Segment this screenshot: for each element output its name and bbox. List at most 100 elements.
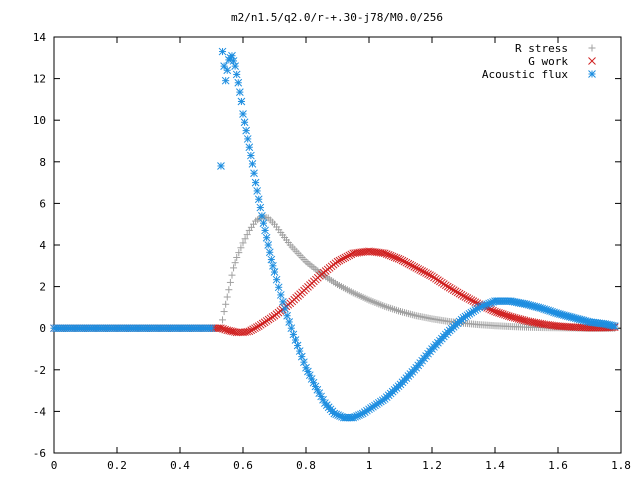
data-point <box>219 325 227 333</box>
x-tick-label: 0 <box>51 459 58 472</box>
data-point <box>489 306 497 315</box>
data-point <box>222 300 230 308</box>
data-point <box>459 292 468 300</box>
data-point <box>471 298 480 307</box>
data-point <box>384 251 393 259</box>
data-point <box>388 252 397 261</box>
data-point <box>426 271 434 280</box>
data-point <box>610 322 619 330</box>
data-point <box>256 203 265 212</box>
data-point <box>253 187 262 195</box>
data-point <box>335 256 344 265</box>
legend-label: Acoustic flux <box>482 68 568 81</box>
data-point <box>274 283 283 292</box>
legend-marker <box>588 70 596 78</box>
data-point <box>445 283 454 292</box>
data-point <box>217 162 225 170</box>
data-point <box>250 169 258 178</box>
data-point <box>220 62 228 70</box>
data-point <box>240 118 249 127</box>
data-point <box>402 258 411 267</box>
data-point <box>245 143 254 152</box>
x-tick-label: 1.6 <box>548 459 568 472</box>
legend-label: R stress <box>515 42 568 55</box>
data-point <box>400 257 409 266</box>
x-tick-label: 1.8 <box>611 459 631 472</box>
series-2 <box>50 247 619 337</box>
data-point <box>241 235 249 243</box>
data-point <box>251 324 259 333</box>
data-point <box>239 239 247 247</box>
data-point <box>416 266 425 274</box>
y-tick-label: 2 <box>39 281 46 294</box>
data-point <box>243 231 251 239</box>
data-point <box>412 264 421 272</box>
data-point <box>418 267 427 275</box>
series-1 <box>50 213 619 332</box>
data-point <box>237 97 246 106</box>
series-layer <box>50 47 619 422</box>
x-tick-label: 0.4 <box>170 459 190 472</box>
data-point <box>223 66 232 75</box>
y-tick-label: -4 <box>33 405 47 418</box>
data-point <box>225 286 233 294</box>
data-point <box>380 249 389 258</box>
data-point <box>269 261 277 270</box>
data-point <box>469 297 478 306</box>
data-point <box>230 264 238 272</box>
data-point <box>283 311 291 320</box>
data-point <box>487 305 495 314</box>
data-point <box>341 253 350 262</box>
y-tick-label: -2 <box>33 364 46 377</box>
data-point <box>233 253 241 261</box>
data-point <box>228 271 236 279</box>
data-point <box>392 254 401 262</box>
data-point <box>218 47 227 56</box>
data-point <box>406 260 415 269</box>
data-point <box>333 257 342 266</box>
data-point <box>254 195 263 204</box>
data-point <box>237 244 245 252</box>
data-point <box>251 178 260 187</box>
data-point <box>235 249 243 257</box>
data-point <box>363 247 371 256</box>
x-tick-label: 0.8 <box>296 459 316 472</box>
data-point <box>455 289 464 298</box>
data-point <box>248 160 257 168</box>
y-tick-label: -6 <box>33 447 46 460</box>
data-point <box>408 261 417 270</box>
data-point <box>243 327 252 336</box>
data-point <box>447 285 456 293</box>
data-point <box>285 318 294 326</box>
data-point <box>396 255 405 264</box>
plot-frame <box>53 36 622 454</box>
data-point <box>424 270 432 278</box>
data-point <box>231 62 239 70</box>
data-point <box>279 297 287 306</box>
data-point <box>465 295 474 303</box>
data-point <box>343 252 352 261</box>
data-point <box>404 259 413 268</box>
y-tick-label: 8 <box>39 156 46 169</box>
data-point <box>386 251 395 260</box>
y-tick-label: 12 <box>33 73 46 86</box>
data-point <box>463 294 472 302</box>
data-point <box>219 316 227 324</box>
y-tick-label: 14 <box>33 31 47 44</box>
y-tick-label: 6 <box>39 197 46 210</box>
data-point <box>467 296 476 304</box>
data-point <box>207 324 216 333</box>
data-point <box>453 288 462 297</box>
data-point <box>253 323 261 332</box>
data-point <box>272 275 281 284</box>
data-point <box>211 324 220 333</box>
data-point <box>226 278 234 286</box>
data-point <box>339 254 348 263</box>
data-point <box>420 268 428 276</box>
data-point <box>267 255 276 264</box>
data-point <box>414 265 423 273</box>
data-point <box>345 251 354 260</box>
data-point <box>223 293 231 301</box>
data-point <box>443 282 452 291</box>
